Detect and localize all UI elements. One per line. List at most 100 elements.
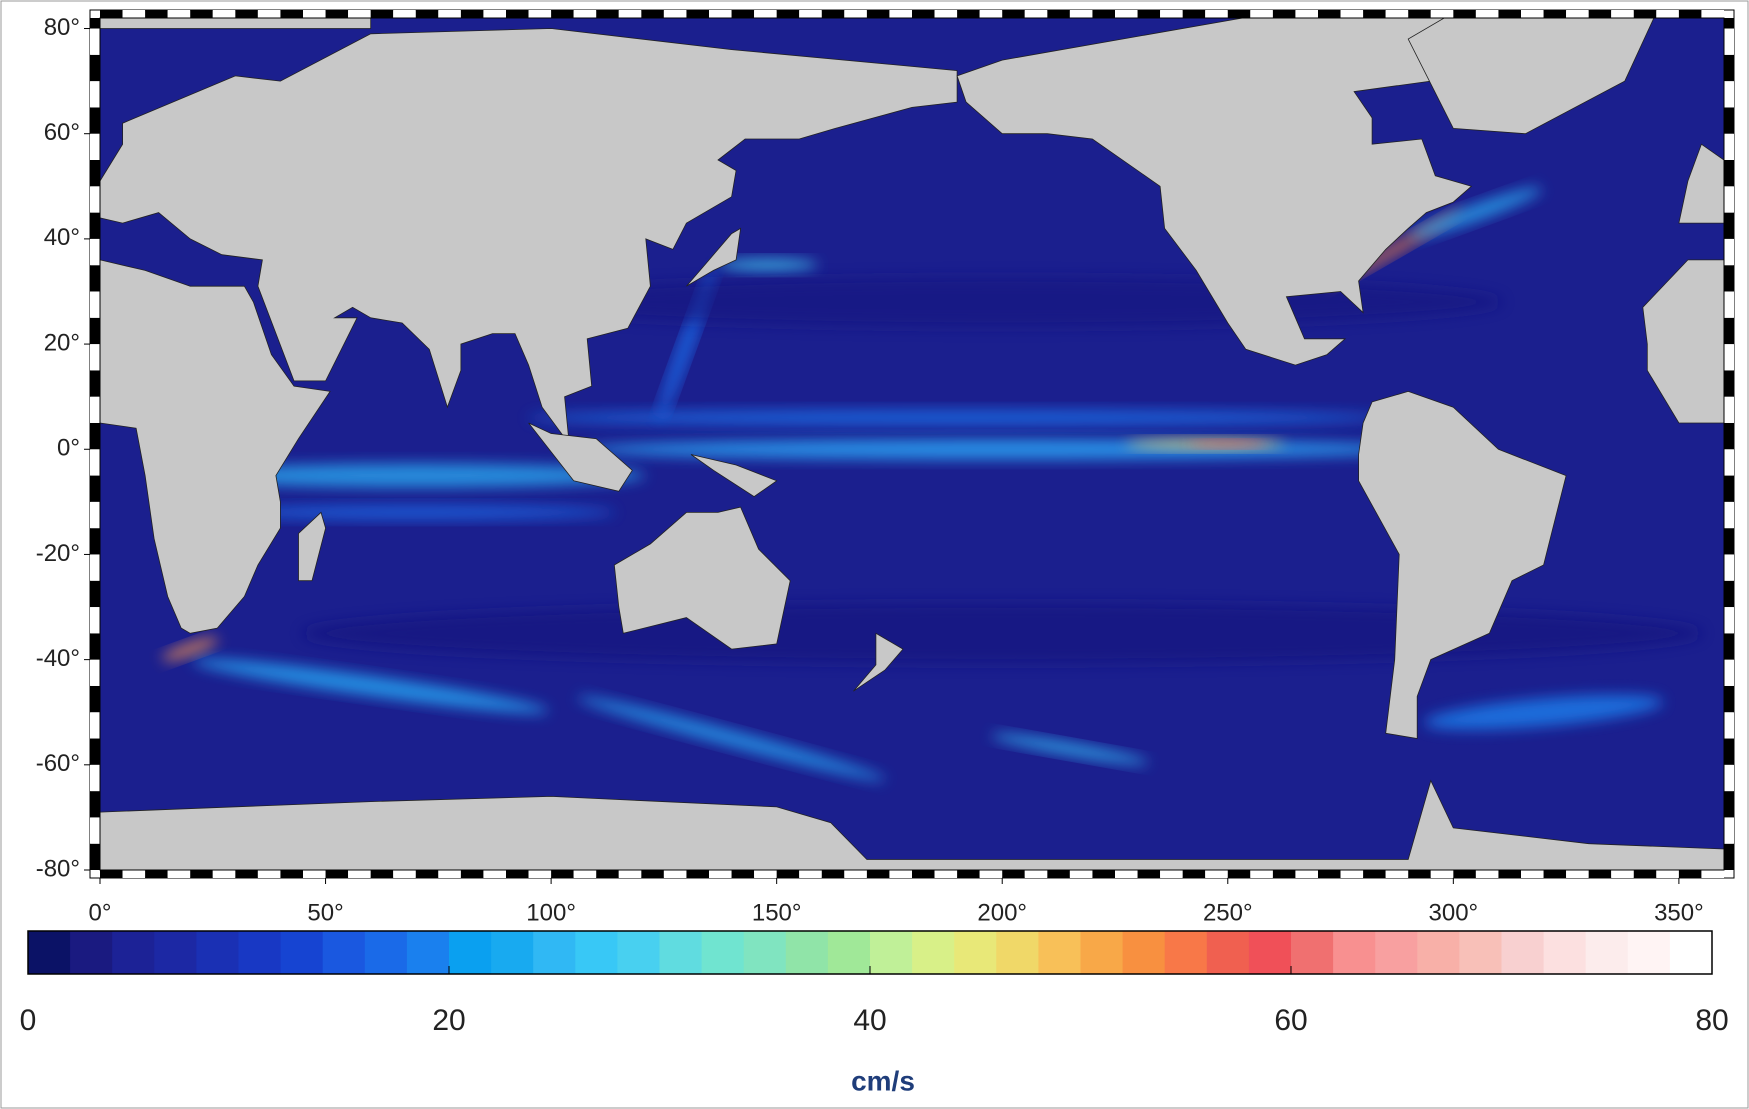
current bbox=[582, 439, 1423, 460]
land bbox=[1642, 259, 1724, 424]
current bbox=[215, 505, 616, 520]
frame-segment bbox=[731, 870, 755, 878]
frame-segment bbox=[1724, 633, 1734, 660]
map-frame: 0° 50° 100° 150° 200° 250° 300° 350° 80° 60° 40° 20… bbox=[36, 9, 1735, 926]
frame-segment bbox=[280, 870, 303, 878]
land bbox=[1358, 390, 1567, 739]
colorbar-segment bbox=[1291, 931, 1334, 974]
frame-segment bbox=[1611, 870, 1634, 878]
colorbar-segment bbox=[1543, 931, 1587, 974]
frame-segment bbox=[776, 870, 800, 878]
frame-segment bbox=[1724, 580, 1734, 608]
frame-segment bbox=[167, 10, 191, 18]
current bbox=[1187, 441, 1268, 447]
frame-segment bbox=[90, 160, 100, 187]
frame-segment bbox=[1566, 870, 1589, 878]
land bbox=[956, 18, 1473, 366]
frame-segment bbox=[1295, 10, 1318, 18]
colorbar-segment bbox=[1122, 931, 1166, 974]
frame-segment bbox=[1430, 870, 1454, 878]
frame-segment bbox=[799, 10, 822, 18]
frame-segment bbox=[90, 554, 100, 581]
frame-segment bbox=[1205, 10, 1228, 18]
frame-segment bbox=[460, 10, 484, 18]
frame-segment bbox=[1069, 10, 1093, 18]
frame-segment bbox=[90, 659, 100, 686]
frame-segment bbox=[90, 422, 100, 450]
colorbar-segment bbox=[1333, 931, 1376, 974]
frame-segment bbox=[1430, 10, 1454, 18]
current bbox=[1410, 187, 1542, 238]
map-border bbox=[99, 17, 1725, 871]
frame-segment bbox=[866, 870, 890, 878]
frame-segment bbox=[1024, 870, 1048, 878]
frame-segment bbox=[506, 870, 529, 878]
frame-segment bbox=[90, 501, 100, 529]
frame-segment bbox=[393, 10, 416, 18]
frame-segment bbox=[90, 396, 100, 423]
frame-segment bbox=[483, 870, 506, 878]
frame-segment bbox=[934, 870, 958, 878]
frame-segment bbox=[1227, 10, 1251, 18]
frame-segment bbox=[1724, 817, 1734, 844]
frame-segment bbox=[90, 449, 100, 476]
frame-segment bbox=[257, 10, 281, 18]
frame-segment bbox=[90, 633, 100, 660]
frame-segment bbox=[1724, 396, 1734, 423]
frame-segment bbox=[957, 10, 980, 18]
x-tick-label: 150° bbox=[752, 899, 802, 926]
x-tick-label: 300° bbox=[1429, 899, 1479, 926]
colorbar-segment bbox=[785, 931, 829, 974]
frame-segment bbox=[370, 10, 394, 18]
frame-segment bbox=[1701, 10, 1724, 18]
frame-segment bbox=[1024, 10, 1048, 18]
frame-segment bbox=[1724, 28, 1734, 55]
frame-segment bbox=[1408, 870, 1431, 878]
frame-segment bbox=[663, 870, 687, 878]
land bbox=[100, 18, 372, 29]
colorbar-segment bbox=[364, 931, 408, 974]
frame-segment bbox=[1069, 870, 1093, 878]
frame-segment bbox=[1724, 475, 1734, 502]
colorbar-segment bbox=[70, 931, 113, 974]
frame-segment bbox=[1498, 10, 1521, 18]
frame-segment bbox=[709, 870, 732, 878]
frame-segment bbox=[1498, 870, 1521, 878]
frame-segment bbox=[889, 10, 912, 18]
frame-segment bbox=[1724, 422, 1734, 450]
colorbar-segment bbox=[1669, 931, 1713, 974]
frame-segment bbox=[1250, 870, 1273, 878]
frame-segment bbox=[90, 528, 100, 555]
frame-segment bbox=[90, 475, 100, 502]
frame-segment bbox=[1250, 10, 1273, 18]
colorbar-segment bbox=[743, 931, 787, 974]
colorbar-segment bbox=[870, 931, 913, 974]
colorbar-segment bbox=[1627, 931, 1671, 974]
frame-segment bbox=[190, 10, 213, 18]
frame-segment bbox=[912, 10, 935, 18]
colorbar-segment bbox=[1375, 931, 1418, 974]
frame-segment bbox=[1611, 10, 1634, 18]
colorbar-segment bbox=[1585, 931, 1629, 974]
frame-segment bbox=[90, 133, 100, 160]
frame-segment bbox=[348, 10, 371, 18]
frame-segment bbox=[1724, 712, 1734, 739]
colorbar-segment bbox=[406, 931, 450, 974]
frame-segment bbox=[641, 870, 664, 878]
frame-segment bbox=[1724, 291, 1734, 318]
frame-segment bbox=[212, 870, 236, 878]
frame-segment bbox=[90, 712, 100, 739]
colorbar-tick-label: 40 bbox=[853, 1004, 886, 1037]
frame-segment bbox=[415, 10, 439, 18]
frame-segment bbox=[686, 10, 709, 18]
x-tick-label: 0° bbox=[89, 899, 112, 926]
frame-segment bbox=[1475, 870, 1499, 878]
frame-segment bbox=[348, 870, 371, 878]
frame-segment bbox=[551, 870, 574, 878]
frame-segment bbox=[90, 291, 100, 318]
frame-segment bbox=[1724, 501, 1734, 529]
current bbox=[185, 463, 646, 488]
frame-segment bbox=[1092, 870, 1115, 878]
